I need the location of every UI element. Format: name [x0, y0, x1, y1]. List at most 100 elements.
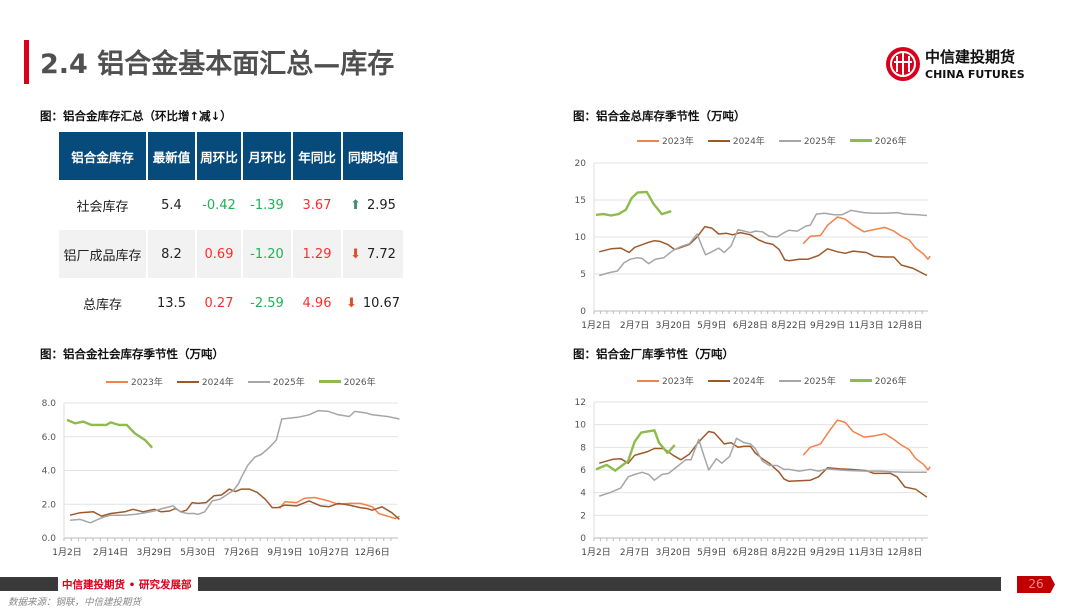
- legend-label: 2026年: [874, 137, 907, 147]
- month-change: -1.39: [250, 197, 284, 213]
- week-change: 0.27: [204, 295, 234, 311]
- y-tick-label: 20: [575, 159, 587, 169]
- x-tick-label: 5月9日: [697, 547, 726, 558]
- x-tick-label: 11月3日: [849, 547, 884, 558]
- x-tick-label: 12月6日: [355, 547, 390, 558]
- series-line-2025年: [598, 437, 927, 497]
- x-tick-label: 2月7日: [620, 320, 649, 331]
- y-tick-label: 12: [575, 398, 586, 408]
- year-change: 1.29: [293, 230, 341, 278]
- col-header: 周环比: [197, 132, 241, 180]
- x-tick-label: 11月3日: [849, 320, 884, 331]
- legend-swatch: [778, 379, 801, 382]
- series-line-2024年: [598, 430, 928, 498]
- legend-label: 2026年: [343, 378, 376, 388]
- y-tick-label: 10: [575, 233, 587, 243]
- x-tick-label: 6月28日: [733, 320, 768, 331]
- data-source: 数据来源：钢联，中信建投期货: [8, 597, 142, 608]
- row-name: 铝厂成品库存: [59, 230, 146, 278]
- legend-swatch: [707, 379, 730, 382]
- month-change: -1.20: [243, 230, 291, 278]
- x-tick-label: 3月20日: [656, 320, 691, 331]
- legend-swatch: [637, 139, 659, 142]
- y-tick-label: 0.0: [42, 534, 57, 544]
- arrow-up-icon: ⬆: [350, 197, 361, 213]
- x-tick-label: 6月28日: [733, 547, 768, 558]
- x-tick-label: 8月22日: [771, 320, 806, 331]
- legend-item: 2024年: [176, 375, 234, 388]
- series-line-2023年: [278, 496, 400, 520]
- legend-label: 2023年: [662, 137, 694, 147]
- legend-label: 2023年: [131, 378, 163, 388]
- legend-item: 2023年: [637, 374, 694, 387]
- legend-label: 2024年: [732, 137, 765, 147]
- x-tick-label: 1月2日: [52, 547, 81, 558]
- legend-label: 2024年: [201, 378, 234, 388]
- x-tick-label: 12月8日: [887, 547, 922, 558]
- y-tick-label: 4: [580, 489, 586, 499]
- arrow-down-icon: ⬇: [345, 295, 357, 311]
- row-name: 总库存: [82, 297, 122, 313]
- legend-item: 2026年: [849, 374, 907, 387]
- legend-item: 2026年: [318, 375, 376, 388]
- legend-swatch: [106, 380, 128, 383]
- series-line-2025年: [598, 209, 927, 277]
- legend-label: 2023年: [662, 377, 694, 387]
- legend-swatch: [849, 139, 872, 142]
- y-tick-label: 0: [580, 307, 586, 317]
- table-header-row: 铝合金库存 最新值 周环比 月环比 年同比 同期均值: [59, 132, 403, 180]
- x-tick-label: 7月26日: [224, 547, 259, 558]
- chart-legend: 2023年 2024年 2025年 2026年: [106, 375, 376, 388]
- legend-label: 2024年: [732, 377, 765, 387]
- y-tick-label: 6: [580, 466, 586, 476]
- x-tick-label: 10月27日: [308, 547, 349, 558]
- chart-title: 图：铝合金社会库存季节性（万吨）: [40, 347, 224, 361]
- period-average: ⬆ 2.95: [343, 180, 403, 230]
- y-tick-label: 5: [580, 270, 586, 280]
- x-tick-label: 5月30日: [180, 547, 215, 558]
- chart-title: 图：铝合金厂库季节性（万吨）: [573, 347, 734, 361]
- footer-org: 中信建投期货 • 研究发展部: [62, 579, 192, 591]
- y-tick-label: 8.0: [42, 399, 57, 409]
- legend-label: 2025年: [803, 137, 836, 147]
- latest-value: 8.2: [148, 230, 195, 278]
- legend-swatch: [849, 379, 872, 382]
- arrow-down-icon: ⬇: [350, 246, 361, 262]
- series-line-2026年: [66, 418, 154, 449]
- legend-item: 2023年: [637, 134, 694, 147]
- x-tick-label: 9月19日: [267, 547, 302, 558]
- footer-bar-left: [0, 577, 58, 591]
- legend-item: 2023年: [106, 375, 163, 388]
- average-value: 10.67: [362, 295, 401, 311]
- legend-label: 2026年: [874, 377, 907, 387]
- series-line-2026年: [595, 429, 676, 472]
- x-tick-label: 2月14日: [93, 547, 128, 558]
- month-change: -2.59: [250, 295, 284, 311]
- legend-swatch: [318, 380, 341, 383]
- legend-swatch: [247, 380, 270, 383]
- latest-value: 13.5: [157, 295, 186, 311]
- title-accent-bar: [24, 40, 29, 84]
- x-tick-label: 9月29日: [810, 547, 845, 558]
- legend-item: 2024年: [707, 374, 765, 387]
- col-header: 铝合金库存: [59, 132, 146, 180]
- x-tick-label: 1月2日: [581, 547, 610, 558]
- y-tick-label: 6.0: [42, 433, 57, 443]
- average-value: 7.72: [366, 246, 396, 262]
- footer-bar: [198, 577, 1001, 591]
- row-name: 社会库存: [76, 199, 129, 215]
- week-change: -0.42: [202, 197, 236, 213]
- legend-swatch: [637, 379, 659, 382]
- page-title: 2.4 铝合金基本面汇总—库存: [40, 49, 395, 80]
- y-tick-label: 15: [575, 196, 586, 206]
- week-change: 0.69: [197, 230, 241, 278]
- y-tick-label: 10: [575, 421, 587, 431]
- legend-label: 2025年: [272, 378, 305, 388]
- x-tick-label: 2月7日: [620, 547, 649, 558]
- y-tick-label: 4.0: [42, 467, 57, 477]
- x-tick-label: 5月9日: [697, 320, 726, 331]
- col-header: 同期均值: [343, 132, 403, 180]
- legend-item: 2025年: [247, 375, 305, 388]
- y-tick-label: 2: [580, 511, 586, 521]
